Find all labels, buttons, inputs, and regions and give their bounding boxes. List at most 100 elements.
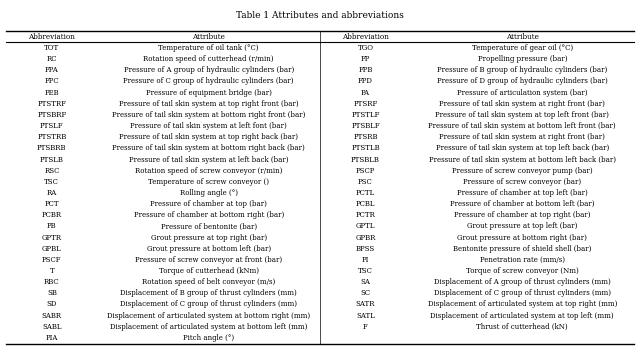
Text: Pressure of tail skin system at left font (bar): Pressure of tail skin system at left fon…: [131, 122, 287, 130]
Text: FP: FP: [361, 55, 370, 63]
Text: Pressure of tail skin system at bottom right front (bar): Pressure of tail skin system at bottom r…: [112, 111, 305, 119]
Text: Torque of cutterhead (kNm): Torque of cutterhead (kNm): [159, 267, 259, 275]
Text: PTSBRB: PTSBRB: [37, 144, 67, 152]
Text: TOT: TOT: [44, 44, 60, 52]
Text: SABR: SABR: [42, 312, 62, 320]
Text: T: T: [49, 267, 54, 275]
Text: RC: RC: [47, 55, 57, 63]
Text: Pressure of tail skin system at bottom right back (bar): Pressure of tail skin system at bottom r…: [112, 144, 305, 152]
Text: Pressure of chamber at top right (bar): Pressure of chamber at top right (bar): [454, 211, 591, 219]
Text: Temperature of oil tank (°C): Temperature of oil tank (°C): [159, 44, 259, 52]
Text: SB: SB: [47, 289, 57, 297]
Text: Grout pressure at bottom right (bar): Grout pressure at bottom right (bar): [458, 234, 588, 241]
Text: Displacement of articulated system at top right (mm): Displacement of articulated system at to…: [428, 301, 617, 308]
Text: Displacement of C group of thrust cylinders (mm): Displacement of C group of thrust cylind…: [120, 301, 297, 308]
Text: Pressure of bentonite (bar): Pressure of bentonite (bar): [161, 222, 257, 230]
Text: Displacement of B group of thrust cylinders (mm): Displacement of B group of thrust cylind…: [120, 289, 297, 297]
Text: PSCP: PSCP: [356, 167, 375, 175]
Text: PTSTRB: PTSTRB: [37, 133, 67, 141]
Text: SA: SA: [360, 278, 371, 286]
Text: FPD: FPD: [358, 78, 373, 85]
Text: Temperature of screw conveyor (): Temperature of screw conveyor (): [148, 178, 269, 186]
Text: RSC: RSC: [44, 167, 60, 175]
Text: Grout pressure at top left (bar): Grout pressure at top left (bar): [467, 222, 577, 230]
Text: FPB: FPB: [358, 66, 372, 74]
Text: Pressure of tail skin system at top right back (bar): Pressure of tail skin system at top righ…: [119, 133, 298, 141]
Text: Pressure of tail skin system at right front (bar): Pressure of tail skin system at right fr…: [439, 100, 605, 108]
Text: Thrust of cutterhead (kN): Thrust of cutterhead (kN): [476, 323, 568, 331]
Text: SATL: SATL: [356, 312, 375, 320]
Text: Pressure of chamber at top (bar): Pressure of chamber at top (bar): [150, 200, 267, 208]
Text: Pressure of B group of hydraulic cylinders (bar): Pressure of B group of hydraulic cylinde…: [437, 66, 607, 74]
Text: Torque of screw conveyor (Nm): Torque of screw conveyor (Nm): [466, 267, 579, 275]
Text: Pressure of C group of hydraulic cylinders (bar): Pressure of C group of hydraulic cylinde…: [124, 78, 294, 85]
Text: PCBL: PCBL: [356, 200, 375, 208]
Text: Abbreviation: Abbreviation: [28, 33, 76, 41]
Text: Pitch angle (°): Pitch angle (°): [183, 334, 234, 342]
Text: Rolling angle (°): Rolling angle (°): [180, 189, 237, 197]
Text: PTSRB: PTSRB: [353, 133, 378, 141]
Text: PTSBLB: PTSBLB: [351, 155, 380, 164]
Text: Pressure of tail skin system at left back (bar): Pressure of tail skin system at left bac…: [129, 155, 289, 164]
Text: PCBR: PCBR: [42, 211, 62, 219]
Text: Pressure of chamber at bottom right (bar): Pressure of chamber at bottom right (bar…: [134, 211, 284, 219]
Text: PIA: PIA: [45, 334, 58, 342]
Text: Pressure of D group of hydraulic cylinders (bar): Pressure of D group of hydraulic cylinde…: [437, 78, 607, 85]
Text: TSC: TSC: [358, 267, 373, 275]
Text: Displacement of articulated system at bottom left (mm): Displacement of articulated system at bo…: [110, 323, 307, 331]
Text: PI: PI: [362, 256, 369, 264]
Text: TGO: TGO: [358, 44, 374, 52]
Text: Attribute: Attribute: [506, 33, 539, 41]
Text: Displacement of A group of thrust cylinders (mm): Displacement of A group of thrust cylind…: [434, 278, 611, 286]
Text: Pressure of chamber at top left (bar): Pressure of chamber at top left (bar): [457, 189, 588, 197]
Text: PTSRF: PTSRF: [353, 100, 378, 108]
Text: GPTL: GPTL: [356, 222, 375, 230]
Text: Bentonite pressure of shield shell (bar): Bentonite pressure of shield shell (bar): [453, 245, 591, 253]
Text: SC: SC: [360, 289, 371, 297]
Text: Pressure of screw conveyor at front (bar): Pressure of screw conveyor at front (bar…: [135, 256, 282, 264]
Text: Pressure of articulation system (bar): Pressure of articulation system (bar): [457, 88, 588, 97]
Text: Penetration rate (mm/s): Penetration rate (mm/s): [480, 256, 564, 264]
Text: Pressure of equipment bridge (bar): Pressure of equipment bridge (bar): [146, 88, 271, 97]
Text: Pressure of A group of hydraulic cylinders (bar): Pressure of A group of hydraulic cylinde…: [124, 66, 294, 74]
Text: Rotation speed of belt conveyor (m/s): Rotation speed of belt conveyor (m/s): [142, 278, 275, 286]
Text: PTSBRF: PTSBRF: [37, 111, 67, 119]
Text: Pressure of screw conveyor (bar): Pressure of screw conveyor (bar): [463, 178, 581, 186]
Text: PCT: PCT: [45, 200, 59, 208]
Text: PA: PA: [361, 88, 370, 97]
Text: Displacement of articulated system at top left (mm): Displacement of articulated system at to…: [431, 312, 614, 320]
Text: BPSS: BPSS: [356, 245, 375, 253]
Text: Grout pressure at top right (bar): Grout pressure at top right (bar): [150, 234, 267, 241]
Text: PCTR: PCTR: [356, 211, 376, 219]
Text: Rotation speed of screw conveyor (r/min): Rotation speed of screw conveyor (r/min): [135, 167, 282, 175]
Text: PTSTLB: PTSTLB: [351, 144, 380, 152]
Text: Pressure of tail skin system at right front (bar): Pressure of tail skin system at right fr…: [439, 133, 605, 141]
Text: GPBR: GPBR: [355, 234, 376, 241]
Text: TSC: TSC: [44, 178, 60, 186]
Text: PTSBLF: PTSBLF: [351, 122, 380, 130]
Text: Rotation speed of cutterhead (r/min): Rotation speed of cutterhead (r/min): [143, 55, 274, 63]
Text: Abbreviation: Abbreviation: [342, 33, 389, 41]
Text: SATR: SATR: [356, 301, 375, 308]
Text: PTSTLF: PTSTLF: [351, 111, 380, 119]
Text: PB: PB: [47, 222, 57, 230]
Text: SD: SD: [47, 301, 57, 308]
Text: Pressure of tail skin system at bottom left front (bar): Pressure of tail skin system at bottom l…: [428, 122, 616, 130]
Text: PEB: PEB: [45, 88, 59, 97]
Text: Propelling pressure (bar): Propelling pressure (bar): [477, 55, 567, 63]
Text: PTSTRF: PTSTRF: [37, 100, 67, 108]
Text: Grout pressure at bottom left (bar): Grout pressure at bottom left (bar): [147, 245, 271, 253]
Text: FPA: FPA: [45, 66, 59, 74]
Text: RBC: RBC: [44, 278, 60, 286]
Text: Displacement of C group of thrust cylinders (mm): Displacement of C group of thrust cylind…: [434, 289, 611, 297]
Text: PTSLB: PTSLB: [40, 155, 64, 164]
Text: SABL: SABL: [42, 323, 61, 331]
Text: PSC: PSC: [358, 178, 373, 186]
Text: Temperature of gear oil (°C): Temperature of gear oil (°C): [472, 44, 573, 52]
Text: Attribute: Attribute: [192, 33, 225, 41]
Text: GPBL: GPBL: [42, 245, 61, 253]
Text: Pressure of screw conveyor pump (bar): Pressure of screw conveyor pump (bar): [452, 167, 593, 175]
Text: RA: RA: [47, 189, 57, 197]
Text: Pressure of tail skin system at top left front (bar): Pressure of tail skin system at top left…: [435, 111, 609, 119]
Text: PSCF: PSCF: [42, 256, 61, 264]
